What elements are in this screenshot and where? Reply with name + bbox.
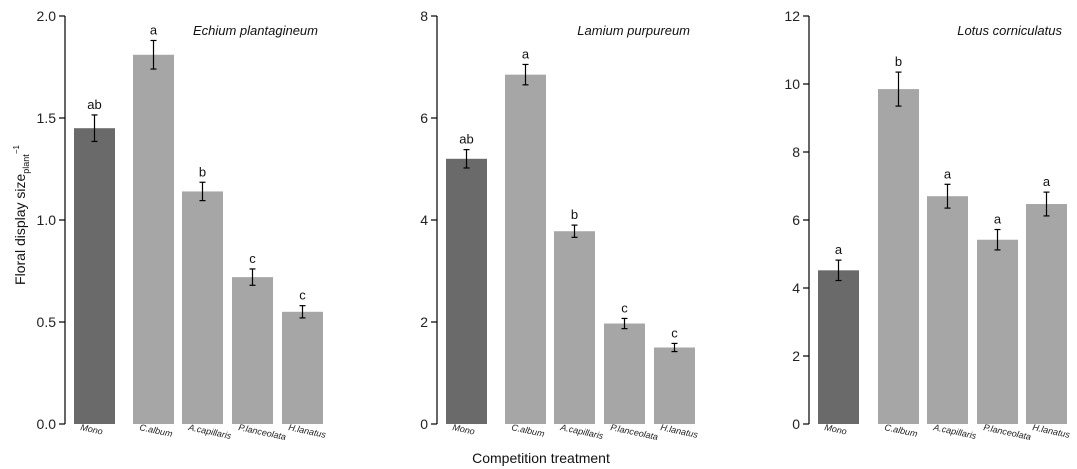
- panel-1: Echium plantagineum0.00.51.01.52.0abMono…: [37, 8, 328, 442]
- chart-panels: Echium plantagineum0.00.51.01.52.0abMono…: [37, 8, 1072, 442]
- bar-C.album: [505, 74, 546, 425]
- x-category-label: A.capillaris: [187, 422, 233, 441]
- x-category-label: H.lanatus: [288, 422, 328, 440]
- panel-2: Lamium purpureum 0 2 4 6 8 ab Mono a C.album b A.ca…: [420, 8, 699, 442]
- bar-C.album: [133, 54, 174, 424]
- x-category-label: Mono: [824, 422, 848, 436]
- panel-title: Lotus corniculatus: [957, 23, 1062, 38]
- y-tick-label: 10: [784, 76, 800, 92]
- y-tick-label: 8: [792, 144, 800, 160]
- x-category-label: Mono: [80, 422, 104, 436]
- y-tick-label: 0.0: [37, 416, 57, 432]
- significance-letter: c: [671, 325, 678, 340]
- x-category-label: P.lanceolata: [610, 422, 659, 442]
- bar-Mono: [74, 128, 115, 424]
- y-tick-label: 6: [792, 212, 800, 228]
- bar-Mono: [818, 270, 859, 424]
- significance-letter: ab: [459, 132, 473, 147]
- significance-letter: b: [895, 54, 902, 69]
- y-axis-title-sup: −1: [12, 144, 21, 154]
- bar-A.capillaris: [554, 231, 595, 424]
- x-category-label: P.lanceolata: [983, 422, 1032, 442]
- y-tick-label: 1.0: [37, 212, 57, 228]
- x-category-label: A.capillaris: [932, 422, 978, 441]
- y-tick-label: 4: [420, 212, 428, 228]
- y-tick-label: 2: [420, 314, 428, 330]
- y-tick-label: 6: [420, 110, 428, 126]
- y-tick-label: 2.0: [37, 8, 57, 24]
- y-axis-title: Floral display sizeplant−1: [12, 144, 31, 284]
- bar-P.lanceolata: [604, 323, 645, 424]
- panel-3: Lotus corniculatus 0 2 4 6 8 10 12 a Mono b C.album…: [784, 8, 1071, 442]
- x-category-label: C.album: [884, 422, 919, 439]
- panel-title: Lamium purpureum: [577, 23, 690, 38]
- x-category-label: P.lanceolata: [238, 422, 287, 442]
- y-tick-label: 12: [784, 8, 800, 24]
- y-axis-title-sub: plant: [21, 154, 31, 174]
- y-axis-title-main: Floral display size: [12, 173, 28, 284]
- significance-letter: a: [1043, 174, 1051, 189]
- panel-title: Echium plantagineum: [193, 23, 318, 38]
- bar-A.capillaris: [927, 196, 968, 424]
- x-category-label: H.lanatus: [1032, 422, 1072, 440]
- bar-P.lanceolata: [977, 239, 1018, 424]
- y-tick-label: 1.5: [37, 110, 57, 126]
- significance-letter: a: [522, 46, 530, 61]
- bar-H.lanatus: [654, 347, 695, 424]
- x-category-label: C.album: [139, 422, 174, 439]
- x-category-label: H.lanatus: [660, 422, 700, 440]
- y-tick-label: 4: [792, 280, 800, 296]
- bar-A.capillaris: [182, 191, 223, 424]
- y-tick-label: 8: [420, 8, 428, 24]
- x-axis-title: Competition treatment: [472, 450, 610, 466]
- x-category-label: A.capillaris: [559, 422, 605, 441]
- significance-letter: ab: [87, 97, 101, 112]
- x-category-label: Mono: [452, 422, 476, 436]
- bar-H.lanatus: [282, 311, 323, 424]
- significance-letter: a: [835, 242, 843, 257]
- y-tick-label: 2: [792, 348, 800, 364]
- significance-letter: c: [621, 300, 628, 315]
- significance-letter: a: [150, 22, 158, 37]
- significance-letter: a: [994, 212, 1002, 227]
- bar-Mono: [446, 158, 487, 425]
- y-tick-label: 0.5: [37, 314, 57, 330]
- significance-letter: c: [249, 251, 256, 266]
- significance-letter: a: [944, 166, 952, 181]
- y-tick-label: 0: [792, 416, 800, 432]
- significance-letter: b: [571, 207, 578, 222]
- bar-C.album: [878, 89, 919, 424]
- bar-P.lanceolata: [232, 277, 273, 424]
- significance-letter: c: [299, 288, 306, 303]
- y-tick-label: 0: [420, 416, 428, 432]
- significance-letter: b: [199, 164, 206, 179]
- x-category-label: C.album: [511, 422, 546, 439]
- bar-H.lanatus: [1026, 204, 1067, 424]
